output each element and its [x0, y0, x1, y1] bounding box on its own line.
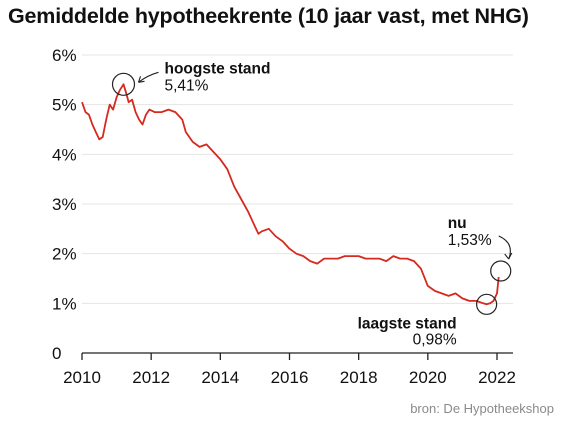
x-tick-label: 2018 — [340, 368, 378, 387]
x-tick-label: 2016 — [271, 368, 309, 387]
annotation-label-current: nu — [448, 215, 467, 232]
x-tick-label: 2010 — [63, 368, 101, 387]
annotation-value-lowest: 0,98% — [413, 331, 457, 348]
annotation-label-lowest: laagste stand — [358, 315, 457, 332]
annotation-value-highest: 5,41% — [165, 77, 209, 94]
annotation-circle-lowest — [476, 293, 498, 315]
y-tick-label: 6% — [52, 46, 77, 65]
annotation-circle-highest — [111, 72, 136, 96]
y-tick-label: 5% — [52, 96, 77, 115]
y-tick-label: 1% — [52, 294, 77, 313]
axes — [81, 352, 513, 360]
annotation-value-current: 1,53% — [448, 232, 492, 249]
annotation-label-highest: hoogste stand — [165, 60, 271, 77]
annotation-arrowhead-highest — [137, 76, 145, 83]
y-tick-label: 4% — [52, 145, 77, 164]
x-tick-label: 2012 — [132, 368, 170, 387]
annotation-arrowhead-current — [504, 252, 513, 260]
x-tick-label: 2014 — [201, 368, 239, 387]
x-tick-label: 2022 — [478, 368, 516, 387]
series-line — [81, 83, 500, 306]
source-note: bron: De Hypotheekshop — [410, 401, 554, 416]
y-tick-label: 0 — [52, 344, 61, 363]
gridlines — [82, 54, 513, 304]
annotation-arrow-highest — [138, 71, 159, 83]
y-axis-tick-labels: 0 1% 2% 3% 4% 5% 6% — [52, 46, 77, 363]
annotation-circle-current — [490, 260, 512, 282]
x-tick-label: 2020 — [409, 368, 447, 387]
y-tick-label: 3% — [52, 195, 77, 214]
x-axis-tick-labels: 2010 2012 2014 2016 2018 2020 2022 — [63, 368, 516, 387]
annotation-arrow-current — [498, 235, 511, 260]
y-tick-label: 2% — [52, 245, 77, 264]
chart-title: Gemiddelde hypotheekrente (10 jaar vast,… — [8, 4, 529, 28]
